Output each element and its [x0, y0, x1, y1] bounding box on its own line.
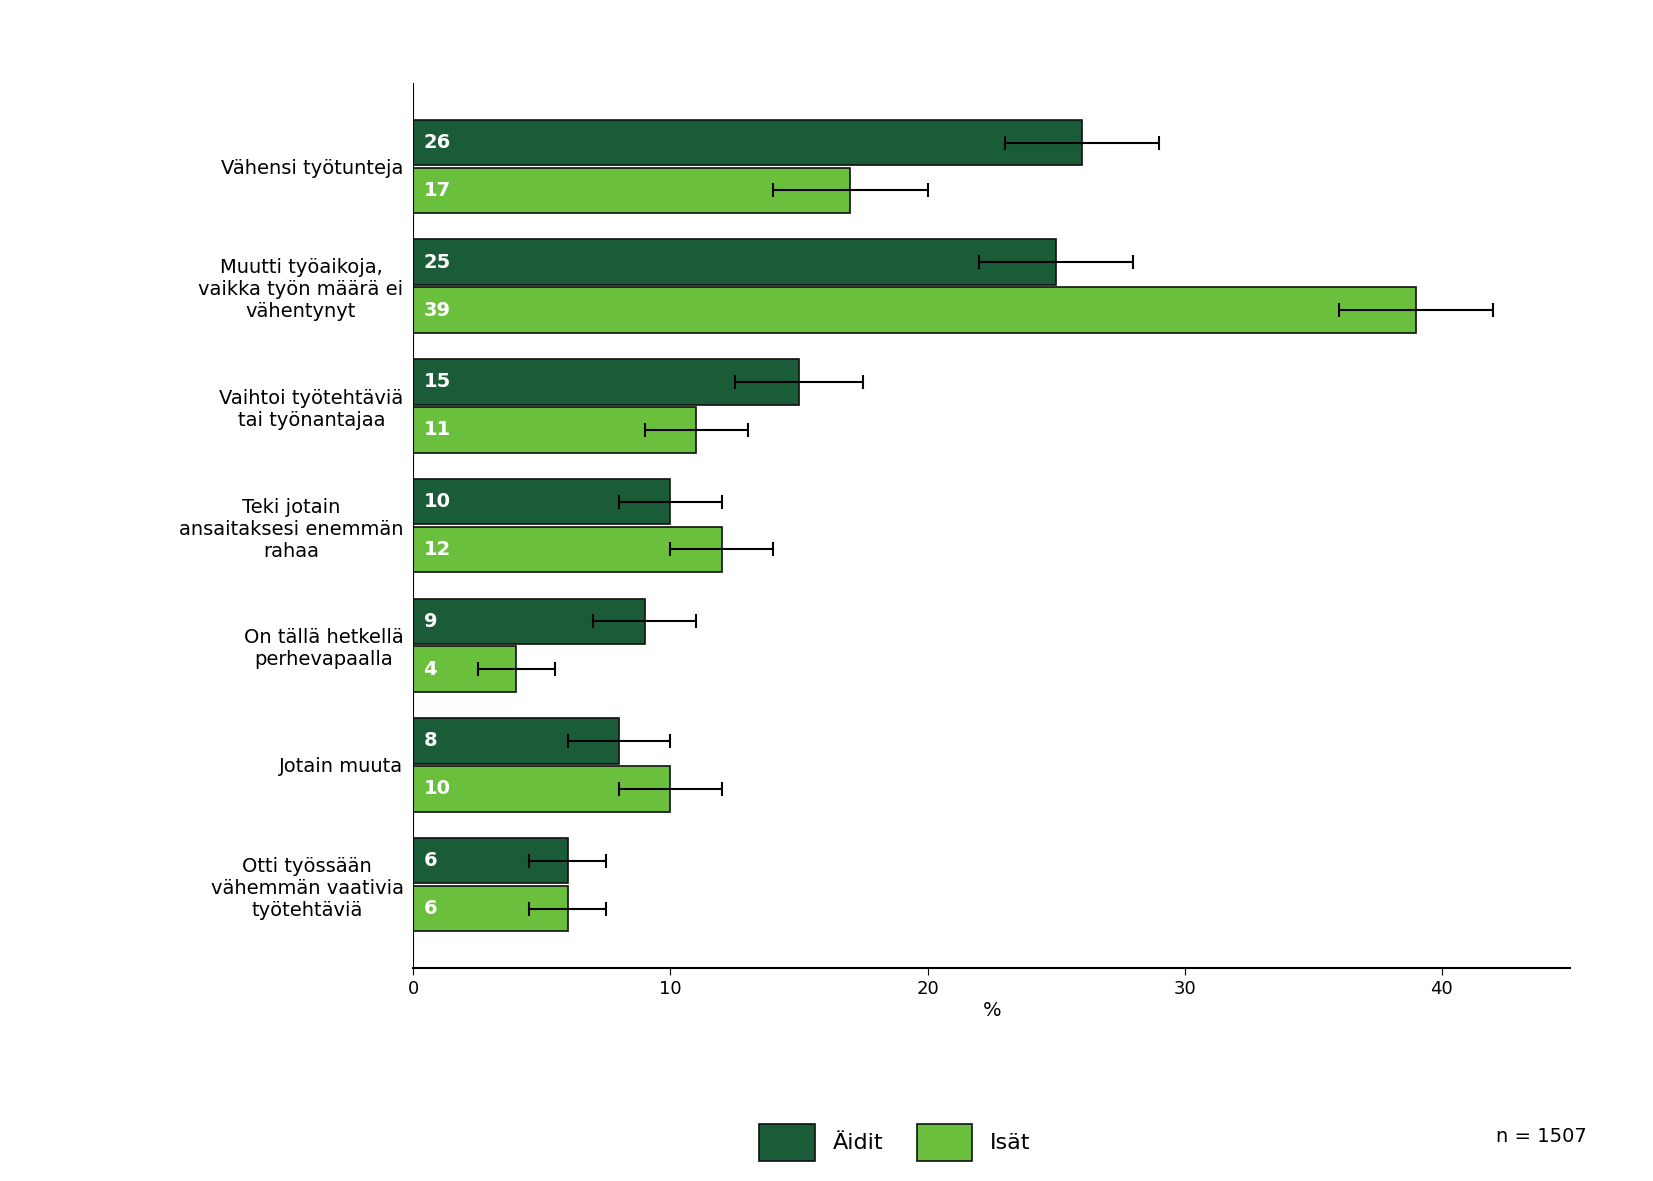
- Text: 15: 15: [423, 372, 451, 391]
- Bar: [413, 886, 567, 932]
- Bar: [413, 646, 516, 692]
- Text: 17: 17: [423, 181, 451, 200]
- Text: 12: 12: [423, 540, 451, 559]
- Text: n = 1507: n = 1507: [1496, 1127, 1587, 1146]
- Bar: [413, 407, 696, 452]
- Bar: [413, 287, 1417, 333]
- Text: 11: 11: [423, 420, 451, 439]
- Text: 4: 4: [423, 660, 436, 679]
- Text: 39: 39: [423, 301, 451, 320]
- Bar: [413, 839, 567, 883]
- Text: 6: 6: [423, 852, 436, 870]
- Text: 9: 9: [423, 612, 436, 631]
- Bar: [413, 119, 1081, 165]
- Bar: [413, 599, 645, 644]
- Bar: [413, 478, 671, 524]
- Legend: Äidit, Isät: Äidit, Isät: [749, 1113, 1041, 1172]
- Bar: [413, 718, 618, 764]
- Bar: [413, 766, 671, 811]
- Text: 10: 10: [423, 492, 451, 511]
- X-axis label: %: %: [982, 1001, 1002, 1020]
- Text: 25: 25: [423, 253, 451, 272]
- Text: 8: 8: [423, 731, 436, 750]
- Text: 6: 6: [423, 899, 436, 918]
- Text: 10: 10: [423, 779, 451, 798]
- Bar: [413, 240, 1056, 285]
- Bar: [413, 359, 798, 405]
- Bar: [413, 168, 850, 213]
- Bar: [413, 527, 722, 573]
- Text: 26: 26: [423, 133, 451, 152]
